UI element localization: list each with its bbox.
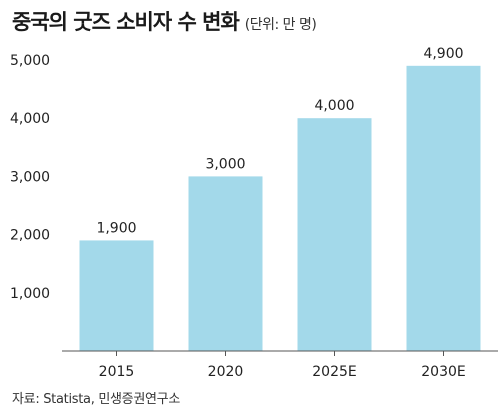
source-note: 자료: Statista, 민생증권연구소 — [12, 392, 180, 407]
x-tick-label: 2020 — [208, 364, 244, 380]
x-tick-label: 2025E — [312, 364, 356, 380]
bar — [297, 118, 372, 351]
y-tick-label: 2,000 — [10, 228, 50, 244]
y-tick-label: 1,000 — [10, 286, 50, 302]
chart-title: 중국의 굿즈 소비자 수 변화 — [12, 10, 240, 34]
bar-chart: 1,000 2,000 3,000 4,000 5,000 1,900 2015 3,000 2… — [10, 46, 498, 380]
data-label: 4,000 — [314, 98, 354, 114]
x-tick-label: 2015 — [99, 364, 135, 380]
title-row: 중국의 굿즈 소비자 수 변화 (단위: 만 명) — [12, 6, 317, 40]
y-tick-label: 3,000 — [10, 169, 50, 185]
bar — [406, 65, 481, 351]
x-tick-label: 2030E — [421, 364, 465, 380]
data-label: 3,000 — [205, 156, 245, 172]
bar — [188, 176, 263, 351]
bar — [79, 240, 154, 351]
chart-subtitle: (단위: 만 명) — [244, 17, 317, 33]
data-label: 4,900 — [423, 46, 463, 62]
y-tick-label: 4,000 — [10, 111, 50, 127]
y-tick-label: 5,000 — [10, 53, 50, 69]
data-label: 1,900 — [96, 220, 136, 236]
